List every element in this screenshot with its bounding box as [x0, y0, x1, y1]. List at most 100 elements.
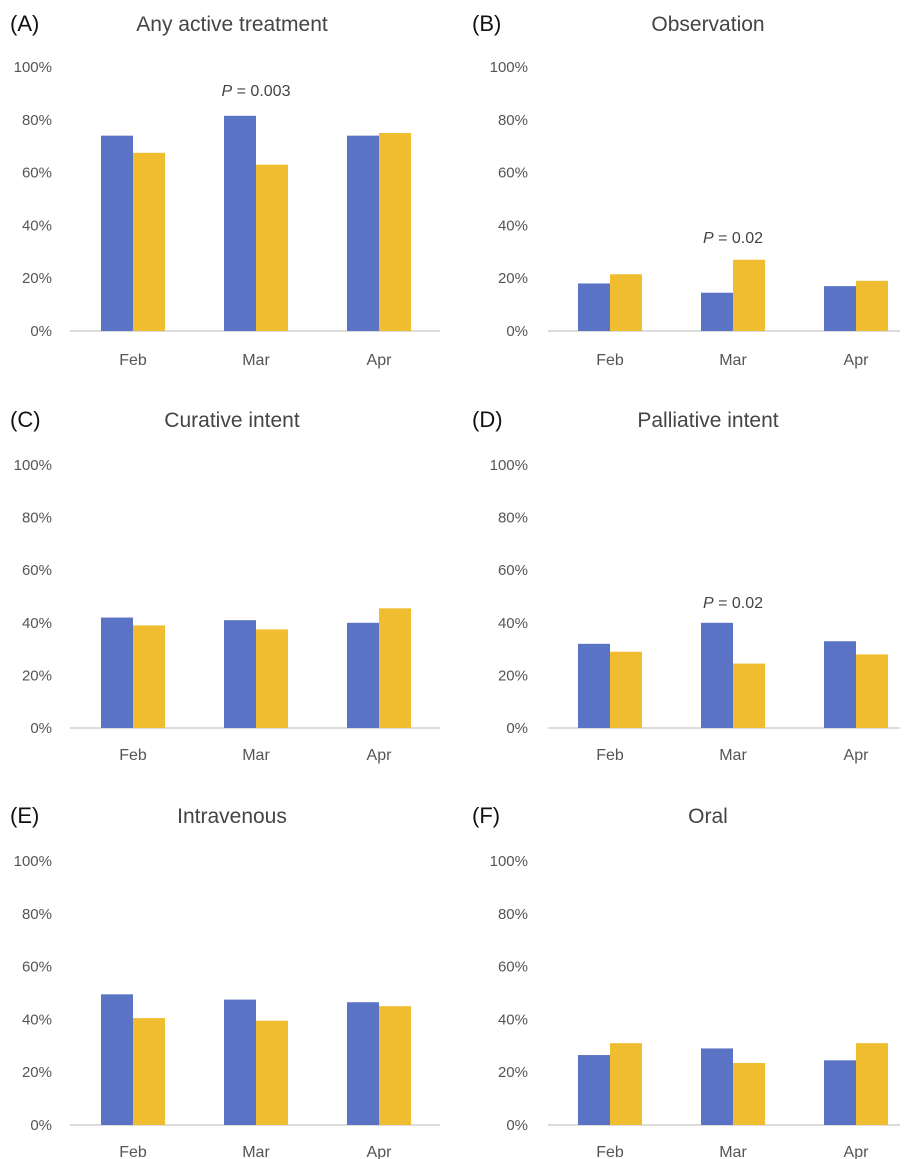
- x-category-label: Feb: [119, 352, 147, 369]
- panel-letter: (F): [472, 803, 500, 828]
- y-tick-label: 100%: [490, 853, 528, 870]
- bar-mar-series-1: [701, 622, 733, 728]
- y-tick-label: 80%: [22, 906, 52, 923]
- bar-feb-series-2: [610, 1043, 642, 1125]
- bar-apr-series-1: [824, 286, 856, 331]
- panel-letter: (C): [10, 407, 41, 432]
- bar-mar-series-2: [256, 629, 288, 728]
- y-tick-label: 40%: [22, 1011, 52, 1028]
- panel-title: Observation: [651, 13, 764, 36]
- bar-mar-series-1: [224, 115, 256, 331]
- y-tick-label: 0%: [506, 323, 528, 340]
- panel-letter: (E): [10, 803, 39, 828]
- bar-feb-series-2: [610, 274, 642, 331]
- bar-apr-series-2: [856, 280, 888, 331]
- y-tick-label: 80%: [498, 510, 528, 527]
- y-tick-label: 0%: [30, 720, 52, 737]
- x-category-label: Feb: [119, 1144, 147, 1159]
- y-tick-label: 60%: [22, 959, 52, 976]
- bar-apr-series-2: [856, 1043, 888, 1125]
- x-category-label: Feb: [596, 747, 624, 764]
- bar-apr-series-2: [379, 608, 411, 728]
- x-category-label: Mar: [242, 747, 270, 764]
- panel-letter: (B): [472, 11, 501, 36]
- x-category-label: Apr: [367, 747, 393, 764]
- bar-mar-series-2: [733, 663, 765, 728]
- y-tick-label: 60%: [22, 562, 52, 579]
- chart-panel-3: (C) Curative intent 0% 20% 40% 60% 80% 100% Feb M…: [10, 407, 440, 764]
- y-tick-label: 40%: [498, 615, 528, 632]
- panel-title: Any active treatment: [136, 13, 328, 36]
- chart-panel-6: (F) Oral 0% 20% 40% 60% 80% 100% Feb Mar Apr: [472, 803, 900, 1159]
- x-category-label: Feb: [596, 352, 624, 369]
- y-tick-label: 0%: [506, 1117, 528, 1134]
- y-tick-label: 100%: [14, 853, 52, 870]
- y-tick-label: 100%: [490, 59, 528, 76]
- bar-mar-series-2: [733, 259, 765, 331]
- bar-mar-series-2: [256, 1020, 288, 1125]
- y-tick-label: 20%: [22, 667, 52, 684]
- bar-mar-series-1: [701, 292, 733, 331]
- y-tick-label: 40%: [498, 217, 528, 234]
- y-tick-label: 100%: [490, 457, 528, 474]
- chart-panel-1: (A) Any active treatment 0% 20% 40% 60% 80% 100…: [10, 11, 440, 369]
- panel-title: Curative intent: [164, 409, 300, 432]
- bar-apr-series-2: [856, 654, 888, 728]
- x-category-label: Mar: [719, 747, 747, 764]
- panel-title: Oral: [688, 805, 728, 828]
- y-tick-label: 60%: [498, 959, 528, 976]
- x-category-label: Mar: [719, 1144, 747, 1159]
- bar-feb-series-1: [101, 994, 133, 1125]
- y-tick-label: 0%: [30, 1117, 52, 1134]
- bar-apr-series-1: [824, 1060, 856, 1125]
- x-category-label: Mar: [242, 352, 270, 369]
- y-tick-label: 40%: [22, 217, 52, 234]
- y-tick-label: 60%: [498, 562, 528, 579]
- y-tick-label: 0%: [30, 323, 52, 340]
- bar-feb-series-1: [101, 135, 133, 331]
- p-value-annotation: P = 0.02: [703, 230, 763, 247]
- y-tick-label: 60%: [22, 165, 52, 182]
- y-tick-label: 20%: [498, 270, 528, 287]
- x-category-label: Apr: [367, 1144, 393, 1159]
- bar-mar-series-1: [701, 1048, 733, 1125]
- y-tick-label: 20%: [22, 270, 52, 287]
- x-category-label: Feb: [596, 1144, 624, 1159]
- y-tick-label: 40%: [22, 615, 52, 632]
- bar-apr-series-1: [347, 622, 379, 728]
- p-value-annotation: P = 0.02: [703, 595, 763, 612]
- x-category-label: Apr: [367, 352, 393, 369]
- bar-mar-series-1: [224, 999, 256, 1125]
- chart-panel-5: (E) Intravenous 0% 20% 40% 60% 80% 100% Feb Mar Ap…: [10, 803, 440, 1159]
- bar-feb-series-1: [578, 643, 610, 728]
- chart-panel-4: (D) Palliative intent 0% 20% 40% 60% 80% 100% Fe…: [472, 407, 900, 764]
- p-value-annotation: P = 0.003: [222, 83, 291, 100]
- bar-apr-series-1: [347, 1002, 379, 1125]
- y-tick-label: 80%: [22, 510, 52, 527]
- bar-feb-series-2: [133, 625, 165, 728]
- y-tick-label: 80%: [498, 906, 528, 923]
- bar-feb-series-1: [578, 283, 610, 331]
- bar-apr-series-2: [379, 133, 411, 331]
- x-category-label: Apr: [844, 1144, 870, 1159]
- bar-feb-series-2: [610, 651, 642, 728]
- bar-apr-series-2: [379, 1006, 411, 1125]
- x-category-label: Feb: [119, 747, 147, 764]
- bar-mar-series-2: [733, 1062, 765, 1125]
- bar-mar-series-1: [224, 620, 256, 728]
- y-tick-label: 80%: [22, 112, 52, 129]
- y-tick-label: 20%: [22, 1064, 52, 1081]
- panel-title: Intravenous: [177, 805, 287, 828]
- bar-feb-series-2: [133, 152, 165, 331]
- panel-title: Palliative intent: [637, 409, 778, 432]
- y-tick-label: 0%: [506, 720, 528, 737]
- x-category-label: Apr: [844, 352, 870, 369]
- bar-feb-series-1: [578, 1055, 610, 1125]
- y-tick-label: 100%: [14, 59, 52, 76]
- bar-feb-series-1: [101, 617, 133, 728]
- panel-letter: (D): [472, 407, 503, 432]
- bar-apr-series-1: [824, 641, 856, 728]
- bar-apr-series-1: [347, 135, 379, 331]
- bar-feb-series-2: [133, 1018, 165, 1125]
